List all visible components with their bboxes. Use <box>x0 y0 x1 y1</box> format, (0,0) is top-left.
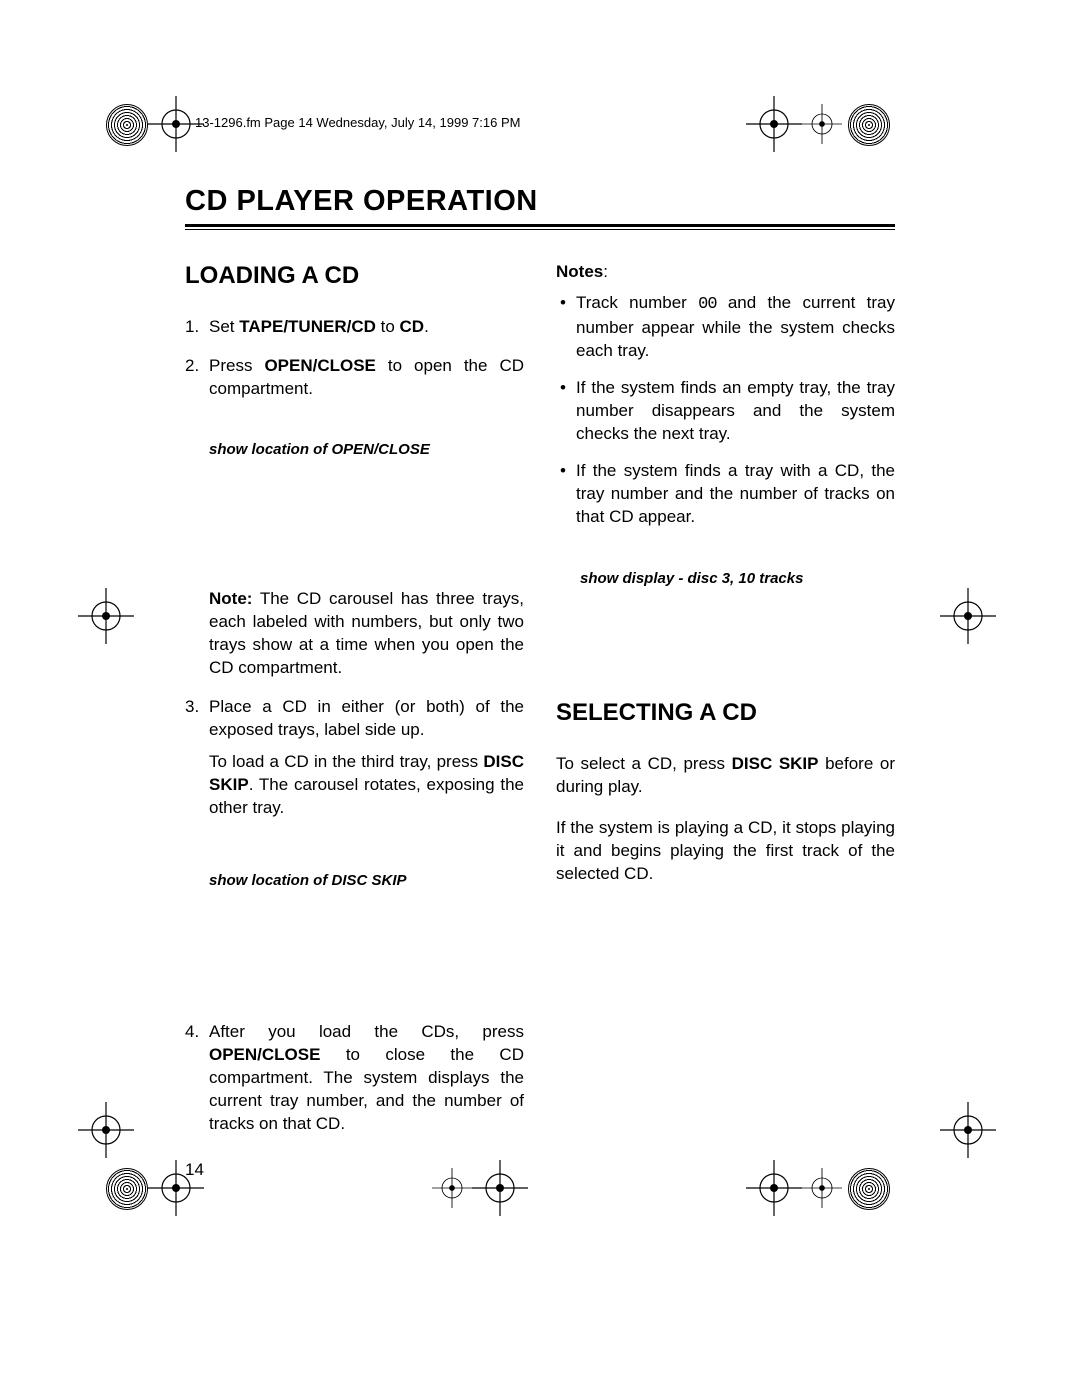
step-number: 4. <box>185 1021 209 1146</box>
step-body: Place a CD in either (or both) of the ex… <box>209 696 524 831</box>
page-content: 13-1296.fm Page 14 Wednesday, July 14, 1… <box>185 115 895 1152</box>
bullet-icon: • <box>556 460 576 529</box>
note-label: Note: <box>209 589 252 608</box>
step-3: 3. Place a CD in either (or both) of the… <box>185 696 524 831</box>
text: . The carousel rotates, exposing the oth… <box>209 775 524 817</box>
corner-ornament-icon <box>106 104 148 146</box>
title-rule <box>185 224 895 230</box>
bold-text: TAPE/TUNER/CD <box>239 317 376 336</box>
page-number: 14 <box>185 1160 204 1180</box>
registration-mark-icon <box>802 1168 842 1208</box>
step-body: Set TAPE/TUNER/CD to CD. <box>209 316 524 349</box>
annotation-display: show display - disc 3, 10 tracks <box>580 570 895 587</box>
page-header-meta: 13-1296.fm Page 14 Wednesday, July 14, 1… <box>195 115 895 130</box>
registration-mark-icon <box>472 1160 528 1216</box>
bold-text: CD <box>400 317 425 336</box>
loading-steps-list: 1. Set TAPE/TUNER/CD to CD. 2. Press OPE… <box>185 316 524 411</box>
registration-mark-icon <box>432 1168 472 1208</box>
text: To load a CD in the third tray, press <box>209 752 483 771</box>
text: If the system finds an empty tray, the t… <box>576 377 895 446</box>
note-bullet-1: • Track number 00 and the current tray n… <box>556 292 895 363</box>
main-title: CD PLAYER OPERATION <box>185 185 895 218</box>
text: to <box>376 317 400 336</box>
text: . <box>424 317 429 336</box>
note-bullet-2: • If the system finds an empty tray, the… <box>556 377 895 446</box>
text: Track number <box>576 293 698 312</box>
registration-mark-icon <box>78 588 134 644</box>
step-1: 1. Set TAPE/TUNER/CD to CD. <box>185 316 524 349</box>
corner-ornament-icon <box>848 1168 890 1210</box>
track-number: 00 <box>698 295 716 314</box>
selecting-para-2: If the system is playing a CD, it stops … <box>556 817 895 886</box>
step-body: Press OPEN/CLOSE to open the CD compartm… <box>209 355 524 411</box>
notes-heading: Notes: <box>556 262 895 282</box>
corner-ornament-icon <box>106 1168 148 1210</box>
left-column: LOADING A CD 1. Set TAPE/TUNER/CD to CD.… <box>185 262 524 1152</box>
text: If the system finds a tray with a CD, th… <box>576 460 895 529</box>
step-number: 2. <box>185 355 209 411</box>
registration-mark-icon <box>940 588 996 644</box>
note-block: Note: The CD carousel has three trays, e… <box>185 588 524 690</box>
right-column: Notes: • Track number 00 and the current… <box>556 262 895 1152</box>
section-heading-loading: LOADING A CD <box>185 262 524 290</box>
bold-text: OPEN/CLOSE <box>209 1045 320 1064</box>
note-text: The CD carousel has three trays, each la… <box>209 589 524 677</box>
registration-mark-icon <box>78 1102 134 1158</box>
annotation-openclose: show location of OPEN/CLOSE <box>209 441 524 458</box>
step-number: 1. <box>185 316 209 349</box>
note-bullet-3: • If the system finds a tray with a CD, … <box>556 460 895 529</box>
step-number: 3. <box>185 696 209 831</box>
bullet-icon: • <box>556 377 576 446</box>
section-heading-selecting: SELECTING A CD <box>556 699 895 727</box>
text: Press <box>209 356 264 375</box>
text: Set <box>209 317 239 336</box>
notes-list: • Track number 00 and the current tray n… <box>556 292 895 528</box>
two-column-layout: LOADING A CD 1. Set TAPE/TUNER/CD to CD.… <box>185 262 895 1152</box>
selecting-para-1: To select a CD, press DISC SKIP before o… <box>556 753 895 799</box>
annotation-discskip: show location of DISC SKIP <box>209 872 524 889</box>
registration-mark-icon <box>940 1102 996 1158</box>
step-3-p1: Place a CD in either (or both) of the ex… <box>209 696 524 742</box>
registration-mark-icon <box>746 1160 802 1216</box>
bold-text: DISC SKIP <box>732 754 819 773</box>
step-body: After you load the CDs, press OPEN/CLOSE… <box>209 1021 524 1146</box>
step-4: 4. After you load the CDs, press OPEN/CL… <box>185 1021 524 1146</box>
bold-text: OPEN/CLOSE <box>264 356 375 375</box>
bullet-icon: • <box>556 292 576 363</box>
text: After you load the CDs, press <box>209 1022 524 1041</box>
step-2: 2. Press OPEN/CLOSE to open the CD compa… <box>185 355 524 411</box>
